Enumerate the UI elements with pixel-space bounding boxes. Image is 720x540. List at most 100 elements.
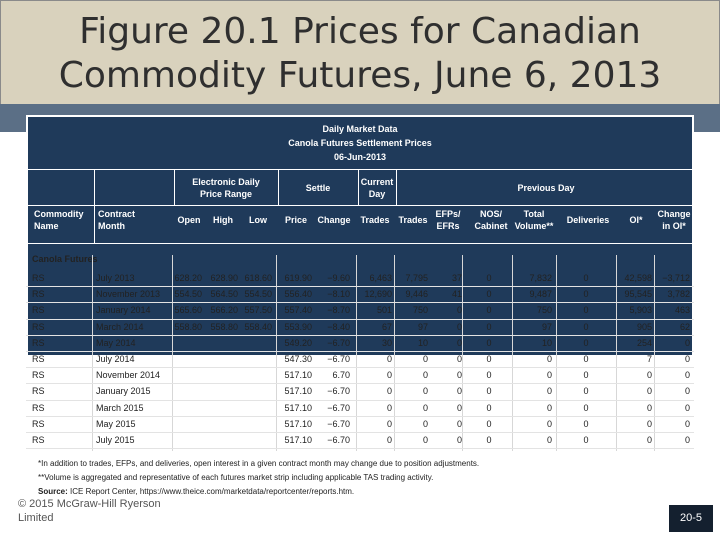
table-cell: 0 [456, 402, 462, 413]
table-row: RS November 2013 554.50 564.50 554.50 556.40 −… [26, 286, 694, 302]
row-divider [26, 448, 694, 450]
table-cell: 0 [486, 321, 492, 332]
column-header: Open [177, 215, 201, 225]
header-settle: Settle [305, 183, 331, 193]
table-cell: 566.20 [210, 305, 238, 316]
table-cell: 517.10 [284, 386, 312, 397]
table-cell: 0 [486, 337, 492, 348]
table-cell: May 2015 [96, 418, 136, 429]
table-row: RS July 2014 547.30 −6.70 0 0 0 0 0 0 7 0 [26, 351, 694, 367]
row-divider [26, 286, 694, 288]
table-cell: 0 [486, 386, 492, 397]
table-row: RS March 2014 558.80 558.80 558.40 553.90 −8.4… [26, 319, 694, 335]
table-cell: 0 [583, 321, 589, 332]
table-cell: 517.10 [284, 435, 312, 445]
column-divider [616, 255, 617, 451]
table-cell: 0 [486, 273, 492, 283]
table-row: RS January 2015 517.10 −6.70 0 0 0 0 0 0 0 0 [26, 383, 694, 399]
table-cell: 30 [381, 337, 392, 348]
table-cell: 0 [646, 386, 652, 397]
column-header: Trades [360, 215, 390, 225]
table-row: RS November 2014 517.10 6.70 0 0 0 0 0 0 0 0 [26, 367, 694, 383]
table-cell: July 2015 [96, 435, 135, 445]
table-cell: 750 [412, 305, 428, 316]
column-divider [276, 255, 277, 451]
table-cell: RS [32, 402, 45, 413]
table-caption: Daily Market Data [322, 124, 398, 134]
table-cell: 0 [546, 354, 552, 364]
table-cell: 517.10 [284, 418, 312, 429]
column-divider [462, 255, 463, 451]
table-cell: −8.40 [327, 321, 350, 332]
footnote-volume: **Volume is aggregated and representativ… [38, 473, 434, 482]
column-divider [512, 255, 513, 451]
table-cell: RS [32, 418, 45, 429]
table-row: RS July 2015 517.10 −6.70 0 0 0 0 0 0 0 0 [26, 432, 694, 448]
table-cell: 750 [536, 305, 552, 316]
table-cell: July 2013 [96, 273, 135, 283]
table-cell: 67 [381, 321, 392, 332]
table-cell: RS [32, 435, 45, 445]
table-cell: −9.60 [327, 273, 350, 283]
table-cell: 0 [583, 289, 589, 300]
column-header: NOS/ Cabinet [474, 209, 508, 231]
table-cell: 0 [684, 337, 690, 348]
table-cell: 0 [456, 321, 462, 332]
table-cell: 0 [456, 305, 462, 316]
table-cell: 0 [422, 386, 428, 397]
table-cell: 97 [541, 321, 552, 332]
table-cell: 0 [486, 289, 492, 300]
table-cell: 0 [583, 435, 589, 445]
table-cell: 3,782 [667, 289, 690, 300]
table-cell: 0 [583, 370, 589, 381]
table-cell: 0 [486, 305, 492, 316]
row-divider [26, 351, 694, 352]
title-line-2: Commodity Futures, June 6, 2013 [58, 55, 662, 96]
table-header: Daily Market Data Canola Futures Settlem… [28, 117, 692, 355]
table-cell: 554.50 [174, 289, 202, 300]
page-number: 20-5 [669, 505, 713, 532]
table-cell: 0 [583, 354, 589, 364]
table-cell: 547.30 [284, 354, 312, 364]
table-date: 06-Jun-2013 [333, 152, 387, 162]
table-row: RS May 2015 517.10 −6.70 0 0 0 0 0 0 0 0 [26, 416, 694, 432]
row-divider [26, 432, 694, 433]
table-cell: 565.60 [174, 305, 202, 316]
row-divider [26, 415, 694, 417]
row-divider [26, 399, 694, 401]
table-cell: 9,446 [405, 289, 428, 300]
column-header: High [213, 215, 233, 225]
table-cell: 0 [486, 435, 492, 445]
table-cell: 0 [456, 337, 462, 348]
table-cell: −6.70 [327, 435, 350, 445]
table-cell: RS [32, 337, 45, 348]
row-divider [26, 383, 694, 385]
header-previous-day: Previous Day [517, 183, 575, 193]
table-cell: 0 [546, 370, 552, 381]
column-header: Price [284, 215, 308, 225]
table-cell: 0 [422, 435, 428, 445]
table-cell: 0 [684, 370, 690, 381]
table-cell: 12,690 [364, 289, 392, 300]
table-cell: 517.10 [284, 402, 312, 413]
table-cell: −6.70 [327, 402, 350, 413]
table-cell: 0 [583, 305, 589, 316]
table-cell: 0 [583, 418, 589, 429]
row-divider [26, 334, 694, 336]
market-data-table: Daily Market Data Canola Futures Settlem… [26, 115, 694, 453]
table-cell: 0 [486, 354, 492, 364]
header-current-day: Current Day [360, 177, 394, 199]
table-cell: 0 [486, 418, 492, 429]
table-cell: January 2014 [96, 305, 151, 316]
table-cell: 0 [646, 435, 652, 445]
table-cell: RS [32, 289, 45, 300]
column-divider [356, 255, 357, 451]
table-cell: 558.80 [210, 321, 238, 332]
table-cell: 564.50 [210, 289, 238, 300]
table-cell: 0 [386, 418, 392, 429]
table-cell: 0 [646, 370, 652, 381]
table-cell: March 2015 [96, 402, 144, 413]
table-cell: 10 [417, 337, 428, 348]
table-cell: 553.90 [284, 321, 312, 332]
table-cell: −6.70 [327, 354, 350, 364]
